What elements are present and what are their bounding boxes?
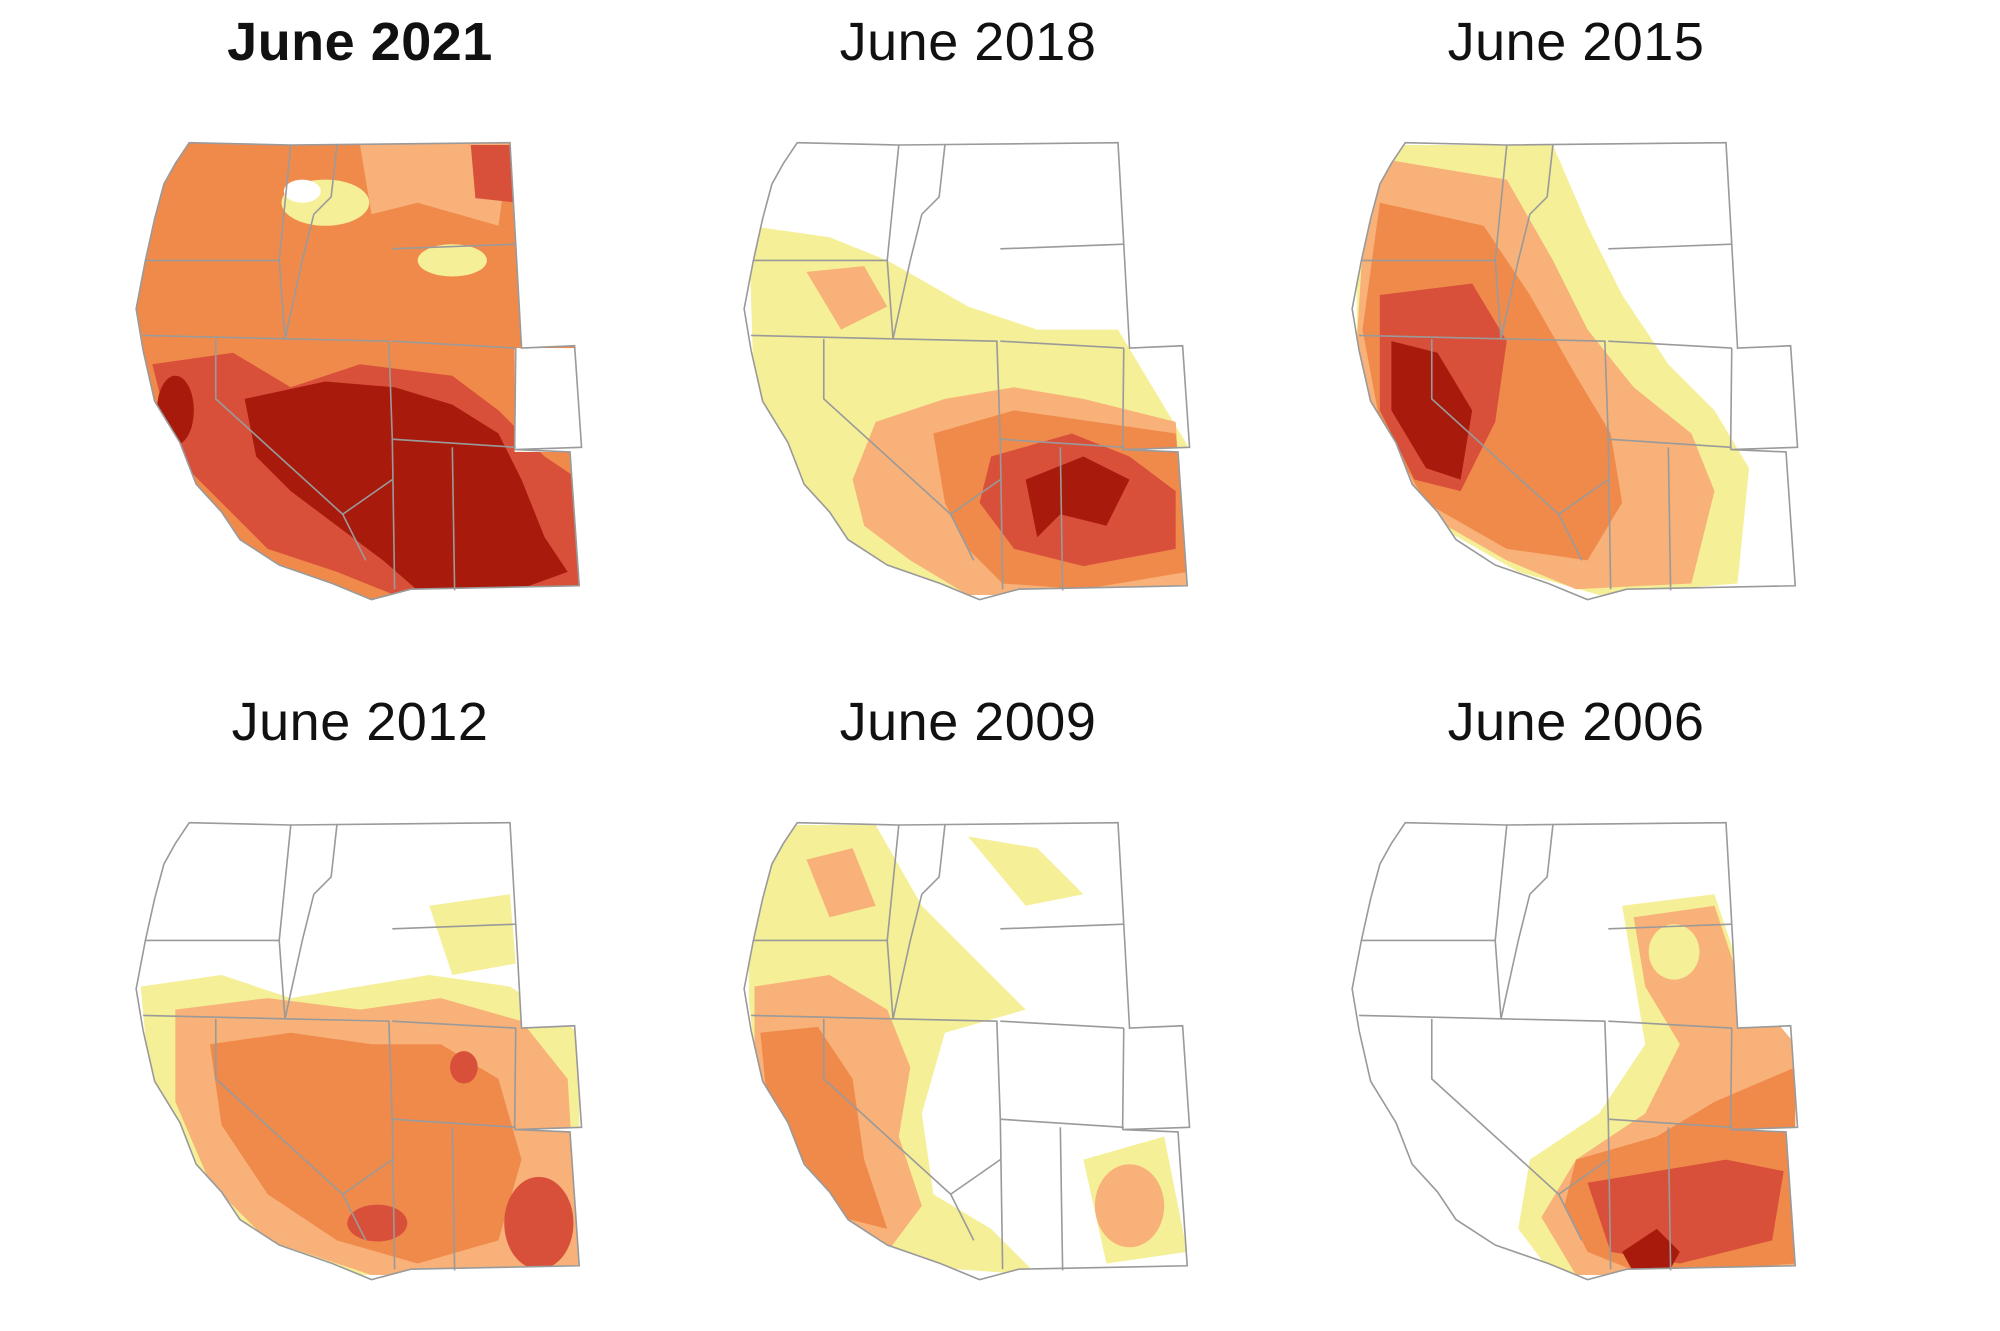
- state-borders: [135, 821, 583, 1281]
- no-drought-area: [283, 179, 321, 203]
- state-borders: [1351, 821, 1799, 1281]
- panel-title: June 2021: [227, 12, 493, 72]
- drought-layer-abnormally-dry: [1648, 924, 1700, 980]
- drought-layer-moderate: [806, 266, 888, 330]
- map-panel-2009: June 2009: [668, 680, 1268, 1331]
- drought-layer-extreme: [450, 1051, 478, 1084]
- drought-layer-moderate: [221, 142, 510, 226]
- map-svg: [743, 821, 1191, 1281]
- drought-map-2018: [668, 100, 1268, 640]
- drought-layer-extreme: [504, 1176, 574, 1270]
- drought-layer-extreme: [470, 145, 517, 203]
- drought-map-2012: [60, 780, 660, 1320]
- panel-title: June 2015: [1447, 12, 1705, 72]
- map-panel-2012: June 2012: [60, 680, 660, 1331]
- map-svg: [1351, 141, 1799, 601]
- drought-layer-abnormally-dry: [417, 244, 487, 277]
- drought-layer-exceptional: [1622, 1228, 1680, 1273]
- state-borders: [1351, 141, 1799, 601]
- panel-title: June 2009: [839, 692, 1097, 752]
- map-svg: [1351, 821, 1799, 1281]
- drought-layer-exceptional: [1391, 341, 1473, 480]
- state-borders: [135, 141, 583, 601]
- drought-layer-extreme: [1587, 1159, 1784, 1264]
- panel-title: June 2018: [839, 12, 1097, 72]
- map-panel-2015: June 2015: [1276, 0, 1876, 660]
- map-panel-2006: June 2006: [1276, 680, 1876, 1331]
- drought-layer-abnormally-dry: [429, 894, 516, 975]
- drought-layer-exceptional: [1025, 456, 1130, 538]
- map-svg: [135, 821, 583, 1281]
- drought-layer-severe: [760, 1026, 888, 1229]
- state-borders: [743, 141, 1191, 601]
- drought-layer-severe: [210, 1032, 522, 1264]
- no-drought-area: [514, 348, 582, 452]
- drought-layer-abnormally-dry: [968, 836, 1084, 906]
- drought-map-2009: [668, 780, 1268, 1320]
- map-panel-2021: June 2021: [60, 0, 660, 660]
- drought-layer-exceptional: [244, 381, 568, 593]
- panel-title: June 2006: [1447, 692, 1705, 752]
- drought-map-2006: [1276, 780, 1876, 1320]
- map-panel-2018: June 2018: [668, 0, 1268, 660]
- panel-title: June 2012: [231, 692, 489, 752]
- map-svg: [135, 141, 583, 601]
- drought-map-2021: [60, 100, 660, 640]
- map-svg: [743, 141, 1191, 601]
- drought-layer-moderate: [1094, 1164, 1165, 1248]
- drought-layer-moderate: [806, 848, 876, 918]
- state-borders: [743, 821, 1191, 1281]
- drought-map-2015: [1276, 100, 1876, 640]
